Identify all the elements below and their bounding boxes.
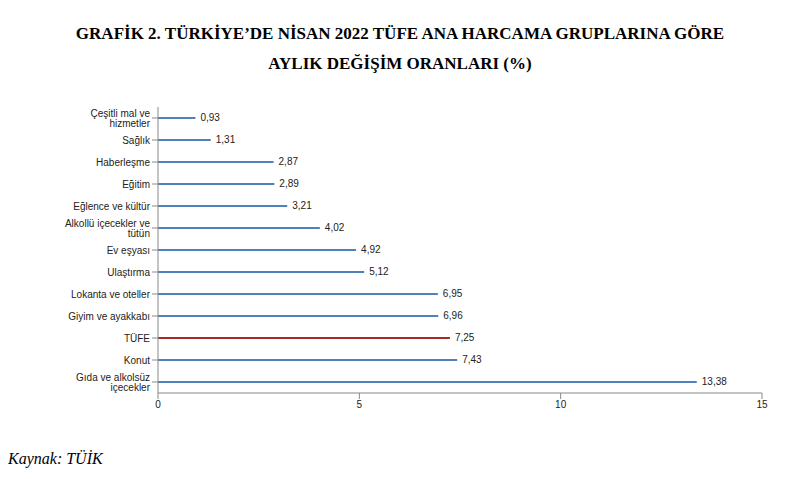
svg-text:0,93: 0,93	[200, 112, 220, 123]
svg-text:15: 15	[756, 399, 768, 410]
svg-text:TÜFE: TÜFE	[124, 333, 150, 344]
svg-text:7,43: 7,43	[462, 354, 482, 365]
svg-text:Konut: Konut	[124, 355, 150, 366]
svg-text:Gıda ve alkolsüziçecekler: Gıda ve alkolsüziçecekler	[76, 372, 151, 393]
svg-text:Haberleşme: Haberleşme	[96, 157, 150, 168]
svg-text:Sağlık: Sağlık	[122, 135, 151, 146]
svg-text:0: 0	[155, 399, 161, 410]
svg-text:5: 5	[357, 399, 363, 410]
svg-text:6,96: 6,96	[443, 310, 463, 321]
svg-text:4,92: 4,92	[361, 244, 381, 255]
svg-text:Lokanta ve oteller: Lokanta ve oteller	[71, 289, 151, 300]
svg-text:10: 10	[555, 399, 567, 410]
svg-text:Çeşitli mal vehizmetler: Çeşitli mal vehizmetler	[91, 108, 151, 129]
svg-text:13,38: 13,38	[702, 376, 727, 387]
html-text:GRAFİK 2. TÜRKİYE’DE NİSAN 202: GRAFİK 2. TÜRKİYE’DE NİSAN 2022 TÜFE ANA…	[75, 24, 725, 73]
svg-text:1,31: 1,31	[216, 134, 236, 145]
svg-text:Eğitim: Eğitim	[122, 179, 150, 190]
svg-text:2,87: 2,87	[279, 156, 299, 167]
svg-text:3,21: 3,21	[292, 200, 312, 211]
html-text:Kaynak: TÜİK: Kaynak: TÜİK	[8, 450, 103, 467]
svg-text:2,89: 2,89	[279, 178, 299, 189]
svg-text:7,25: 7,25	[455, 332, 475, 343]
svg-text:Ev eşyası: Ev eşyası	[107, 245, 150, 256]
svg-text:6,95: 6,95	[443, 288, 463, 299]
svg-text:Giyim ve ayakkabı: Giyim ve ayakkabı	[68, 311, 150, 322]
svg-text:Ulaştırma: Ulaştırma	[107, 267, 150, 278]
svg-text:Alkollü içecekler vetütün: Alkollü içecekler vetütün	[65, 218, 150, 239]
svg-text:4,02: 4,02	[325, 222, 345, 233]
svg-text:5,12: 5,12	[369, 266, 389, 277]
svg-text:Eğlence ve kültür: Eğlence ve kültür	[73, 201, 150, 212]
